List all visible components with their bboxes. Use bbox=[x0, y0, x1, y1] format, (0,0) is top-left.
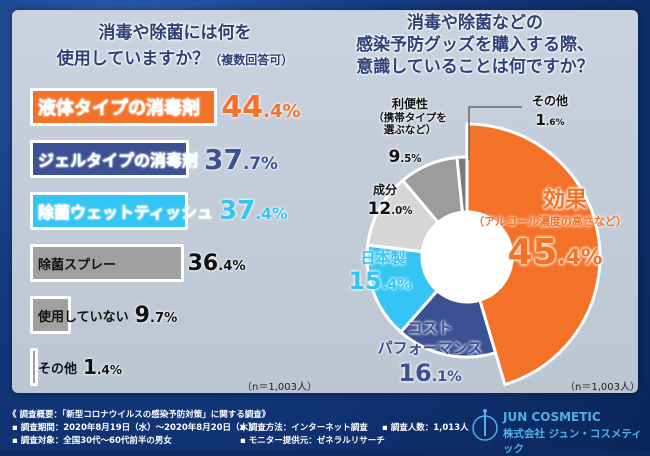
footer-provider: ▪ モニター提供元：ゼネラルリサーチ bbox=[240, 436, 385, 446]
bar-value-label: 37.4% bbox=[219, 196, 288, 226]
bar-row: ジェルタイプの消毒剤 37.7% bbox=[30, 140, 278, 178]
bar-label: 除菌スプレー bbox=[38, 257, 117, 273]
bar-label: 液体タイプの消毒剤 bbox=[38, 98, 200, 119]
company-name-en: JUN COSMETIC bbox=[503, 410, 601, 424]
pie-label-other: その他 bbox=[531, 94, 568, 108]
right-chart-title: 消毒や除菌などの 感染予防グッズを購入する際、 意識していることは何ですか？ bbox=[330, 12, 620, 78]
company-name-jp: 株式会社 ジュン・コスメティック bbox=[503, 428, 642, 455]
footer-count: ▪ 調査人数：1,013人 bbox=[382, 423, 469, 433]
right-title-line3: 意識していることは何ですか？ bbox=[356, 57, 594, 77]
right-n-label: （n＝1,003人） bbox=[565, 382, 640, 393]
pie-label-japan: 日本製 bbox=[360, 249, 406, 267]
bar bbox=[30, 244, 184, 282]
left-title-line2: 使用していますか？ bbox=[56, 49, 210, 69]
jun-cosmetic-logo-icon bbox=[472, 409, 498, 441]
bar-label: 使用していない bbox=[38, 309, 129, 325]
pie-label-convenience: 利便性 （携帯タイプを 選ぶなど） bbox=[370, 97, 450, 136]
bar-row: 除菌スプレー 36.4% bbox=[30, 244, 246, 282]
pie-value-other: 1.6% bbox=[535, 111, 565, 129]
footer-period: ▪ 調査期間：2020年8月19日（水）～2020年8月20日（木） bbox=[12, 423, 257, 433]
pie-cat-effect: 効果 bbox=[542, 188, 587, 213]
pie-value-ingredients: 12.0% bbox=[367, 199, 413, 219]
bar bbox=[30, 296, 71, 334]
leader-line-other bbox=[468, 106, 522, 160]
pie-label-effect: 効果 bbox=[490, 188, 640, 213]
bar-value-label: 37.7% bbox=[204, 142, 278, 176]
bar-value-label: 1.4% bbox=[83, 355, 122, 379]
pie-sub-convenience2: 選ぶなど） bbox=[383, 123, 437, 136]
pie-label-ingredients: 成分 bbox=[372, 183, 397, 197]
left-n-label: （n＝1,003人） bbox=[242, 382, 317, 393]
footer-summary: 《 調査概要：「新型コロナウイルスの感染予防対策」に関する調査》 bbox=[8, 410, 271, 420]
bar bbox=[30, 192, 188, 230]
footer-method: ▪ 調査方法：インターネット調査 bbox=[240, 423, 368, 433]
pie-value-japan: 15.4% bbox=[348, 267, 412, 295]
pie-value-cost: 16.1% bbox=[398, 359, 462, 387]
bar-label: その他 bbox=[38, 361, 78, 377]
bar-row: 液体タイプの消毒剤 44.4% bbox=[30, 88, 301, 126]
bar bbox=[30, 88, 218, 126]
bar-row: その他 1.4% bbox=[30, 348, 122, 386]
donut-hole bbox=[422, 212, 512, 302]
right-title-line1: 消毒や除菌などの bbox=[407, 13, 543, 33]
bar-row: 除菌ウェットティッシュ 37.4% bbox=[30, 192, 288, 230]
pie-label-cost: コスト パフォーマンス bbox=[377, 319, 483, 357]
bar-value-label: 9.7% bbox=[134, 302, 178, 328]
left-chart-title: 消毒や除菌には何を 使用していますか？（複数回答可） bbox=[30, 20, 320, 73]
bar bbox=[30, 140, 190, 178]
bar-label: 除菌ウェットティッシュ bbox=[38, 203, 214, 222]
pie-value-effect: 45.4% bbox=[507, 232, 603, 273]
bar bbox=[30, 348, 38, 386]
pie-sub-effect: （アルコール濃度の高さなど） bbox=[473, 215, 627, 228]
left-title-note: （複数回答可） bbox=[209, 53, 294, 67]
left-title-line1: 消毒や除菌には何を bbox=[98, 23, 252, 43]
bar-value-label: 36.4% bbox=[187, 250, 246, 276]
bar-value-label: 44.4% bbox=[221, 89, 301, 125]
bar-row: 使用していない 9.7% bbox=[30, 296, 177, 334]
right-title-line2: 感染予防グッズを購入する際、 bbox=[356, 35, 594, 55]
pie-sub-convenience1: （携帯タイプを bbox=[373, 111, 447, 124]
pie-cat-convenience: 利便性 bbox=[391, 97, 428, 111]
bar-label: ジェルタイプの消毒剤 bbox=[38, 151, 199, 170]
pie-value-convenience: 9.5% bbox=[388, 147, 422, 167]
footer-target: ▪ 調査対象：全国30代～60代前半の男女 bbox=[12, 436, 172, 446]
